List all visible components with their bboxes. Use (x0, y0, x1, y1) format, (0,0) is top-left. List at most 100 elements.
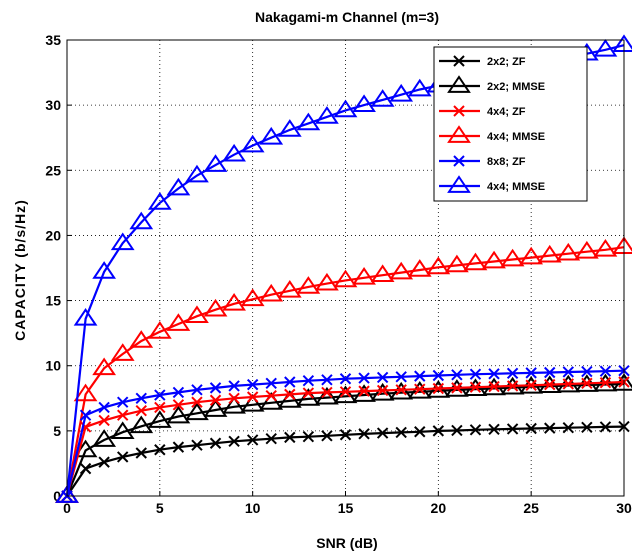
x-marker (581, 365, 593, 378)
x-marker (339, 429, 352, 441)
x-marker (451, 424, 463, 437)
x-marker (488, 423, 500, 436)
triangle-marker (259, 126, 284, 145)
x-marker (191, 396, 203, 408)
x-marker (395, 371, 407, 383)
triangle-marker (203, 154, 228, 172)
x-marker (228, 392, 240, 404)
plot-area-frame (66, 39, 625, 497)
triangle-marker (537, 244, 562, 263)
x-marker (321, 386, 333, 399)
x-marker (302, 387, 315, 399)
triangle-marker (445, 254, 469, 273)
x-marker (265, 377, 277, 390)
triangle-marker (315, 272, 339, 291)
legend-x-marker (453, 55, 465, 67)
triangle-marker (110, 343, 135, 361)
triangle-marker (389, 261, 414, 280)
x-marker (469, 424, 482, 436)
x-marker (135, 447, 147, 459)
triangle-marker (203, 298, 228, 317)
triangle-marker (370, 264, 395, 283)
x-marker (284, 376, 296, 388)
triangle-marker (389, 381, 414, 400)
x-tick-label: 15 (338, 500, 354, 516)
x-marker (191, 384, 203, 396)
triangle-marker (612, 34, 632, 53)
x-marker (98, 456, 110, 468)
triangle-marker (185, 305, 209, 324)
x-marker (525, 367, 537, 379)
triangle-marker (185, 402, 209, 421)
x-marker (339, 373, 352, 385)
triangle-marker (407, 259, 432, 277)
x-marker (209, 394, 222, 406)
x-marker (599, 376, 612, 389)
triangle-marker (426, 256, 451, 275)
x-marker (228, 380, 240, 392)
x-marker (154, 389, 166, 401)
x-marker (172, 441, 185, 453)
x-marker (432, 425, 445, 437)
x-marker (506, 423, 519, 435)
triangle-marker (185, 164, 209, 183)
legend-x-marker (453, 155, 465, 167)
series-5 (61, 364, 630, 502)
x-marker (302, 374, 315, 387)
x-marker (451, 369, 463, 381)
y-tick-label: 10 (45, 358, 61, 374)
triangle-marker (593, 38, 618, 57)
series-line (66, 425, 625, 497)
legend-entry: 2x2; ZF (439, 55, 526, 68)
triangle-marker (166, 405, 191, 424)
triangle-marker (352, 266, 376, 285)
x-marker (154, 444, 166, 456)
triangle-marker (277, 119, 302, 137)
x-marker (135, 404, 147, 417)
x-marker (488, 368, 500, 380)
x-marker (376, 371, 389, 384)
x-axis-label: SNR (dB) (316, 535, 377, 551)
triangle-marker (333, 385, 358, 404)
series-line (65, 246, 625, 497)
triangle-marker (92, 429, 117, 447)
legend-entry: 8x8; ZF (439, 155, 526, 168)
x-marker (116, 409, 129, 421)
x-marker (358, 428, 370, 440)
x-marker (562, 366, 575, 378)
legend-label: 4x4; ZF (487, 106, 526, 118)
x-marker (376, 427, 389, 439)
triangle-marker (240, 134, 265, 153)
triangle-marker (203, 399, 228, 417)
x-marker (506, 380, 519, 392)
legend-triangle-marker (447, 75, 471, 93)
x-marker (599, 365, 612, 377)
x-marker (116, 396, 129, 408)
legend-entry: 4x4; MMSE (439, 125, 545, 143)
x-marker (432, 369, 445, 382)
x-tick-label: 25 (523, 500, 539, 516)
x-marker (451, 382, 463, 394)
triangle-marker (92, 261, 117, 279)
y-tick-label: 35 (45, 32, 61, 48)
x-marker (414, 383, 426, 395)
x-marker (488, 380, 500, 393)
x-marker (154, 401, 166, 414)
triangle-marker (574, 240, 599, 259)
triangle-marker (92, 357, 117, 376)
x-marker (525, 379, 537, 391)
triangle-marker (370, 89, 395, 107)
triangle-marker (147, 192, 172, 210)
x-marker (246, 378, 259, 391)
x-marker (432, 382, 445, 395)
triangle-marker (240, 394, 265, 412)
legend-triangle-marker (447, 125, 471, 143)
x-marker (98, 414, 110, 427)
triangle-marker (352, 94, 376, 112)
triangle-marker (612, 236, 632, 255)
x-marker (414, 370, 426, 382)
triangle-marker (482, 250, 506, 269)
triangle-marker (73, 383, 98, 402)
x-marker (321, 374, 333, 386)
y-tick-label: 15 (45, 293, 61, 309)
